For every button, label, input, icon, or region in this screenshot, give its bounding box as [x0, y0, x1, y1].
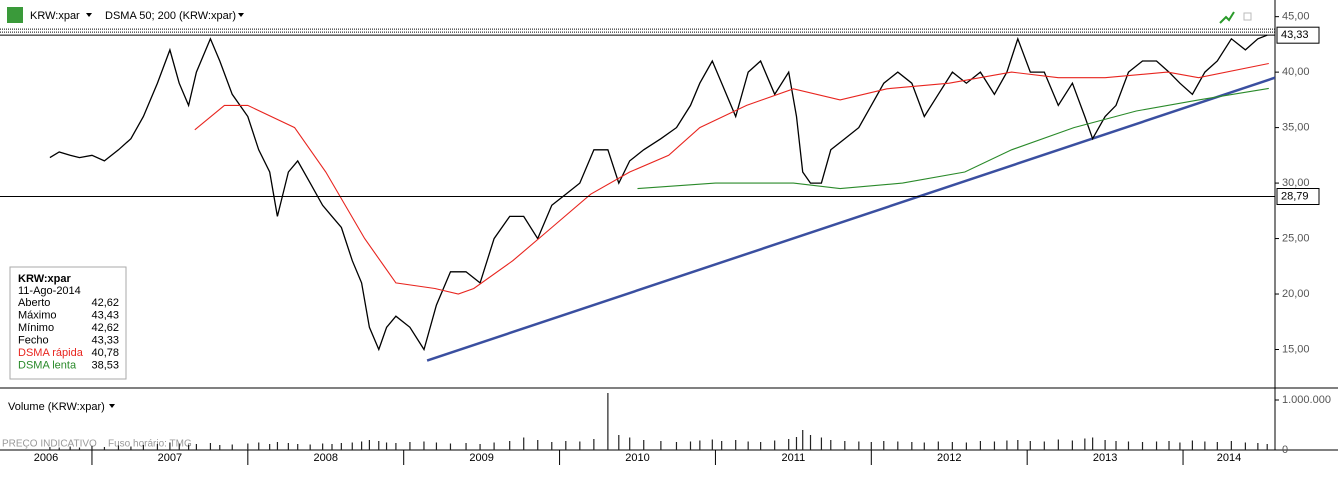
x-tick-label: 2010: [625, 452, 649, 464]
footnote: PREÇO INDICATIVO: [2, 439, 97, 450]
info-value: 43,43: [91, 309, 119, 321]
info-value: 40,78: [91, 347, 119, 359]
price-label: 28,79: [1281, 190, 1309, 202]
moving-average: [637, 87, 1269, 190]
indicator[interactable]: DSMA 50; 200 (KRW:xpar): [105, 10, 236, 22]
info-box: KRW:xpar 11-Ago-2014 Aberto 42,62 Máximo 43…: [9, 266, 127, 380]
price-label: 43,33: [1281, 29, 1309, 41]
moving-average: [194, 62, 1269, 295]
info-label: DSMA rápida: [18, 347, 84, 359]
dropdown[interactable]: [86, 13, 92, 17]
x-tick-label: 2012: [937, 452, 961, 464]
info-label: Fecho: [18, 334, 49, 346]
x-tick-label: 2011: [782, 452, 806, 464]
x-tick-label: 2006: [34, 452, 58, 464]
x-tick-label: 2013: [1093, 452, 1117, 464]
info-label: Máximo: [18, 309, 57, 321]
trend-icon[interactable]: [1219, 11, 1235, 24]
trendline: [426, 76, 1275, 362]
y-tick-label: 45,00: [1282, 11, 1310, 23]
dropdown[interactable]: [109, 404, 115, 408]
x-tick-label: 2014: [1217, 452, 1241, 464]
x-tick-label: 2007: [158, 452, 182, 464]
info-frame: [9, 266, 127, 380]
info-value: 43,33: [91, 334, 119, 346]
y-tick-label: 30,00: [1282, 177, 1310, 189]
y-tick-label: 1.000.000: [1282, 394, 1331, 406]
timezone: Fuso horário: TMG: [108, 439, 192, 450]
maximize-icon[interactable]: [1243, 12, 1252, 21]
plot-area: [49, 34, 1275, 362]
symbol[interactable]: KRW:xpar: [30, 10, 80, 22]
volume-area: [49, 393, 1268, 450]
y-tick-label: 20,00: [1282, 288, 1310, 300]
dropdown[interactable]: [238, 13, 244, 17]
x-tick-label: 2008: [314, 452, 338, 464]
info-label: DSMA lenta: [18, 359, 77, 371]
price-label-box: [1276, 26, 1320, 44]
y-tick-label: 0: [1282, 444, 1288, 456]
x-tick-label: 2009: [469, 452, 493, 464]
info-date: 11-Ago-2014: [18, 285, 81, 297]
price-line-series: [49, 34, 1268, 352]
info-value: 42,62: [91, 297, 119, 309]
info-label: Aberto: [18, 297, 50, 309]
y-tick-label: 40,00: [1282, 66, 1310, 78]
info-value: 38,53: [91, 359, 119, 371]
y-tick-label: 15,00: [1282, 343, 1310, 355]
price-label-box: [1276, 188, 1320, 206]
info-label: Mínimo: [18, 322, 54, 334]
info-title: KRW:xpar: [18, 273, 71, 285]
volume-title[interactable]: Volume (KRW:xpar): [8, 401, 105, 413]
info-value: 42,62: [91, 322, 119, 334]
app-icon: [7, 7, 23, 23]
y-tick-label: 35,00: [1282, 122, 1310, 134]
y-tick-label: 25,00: [1282, 232, 1310, 244]
